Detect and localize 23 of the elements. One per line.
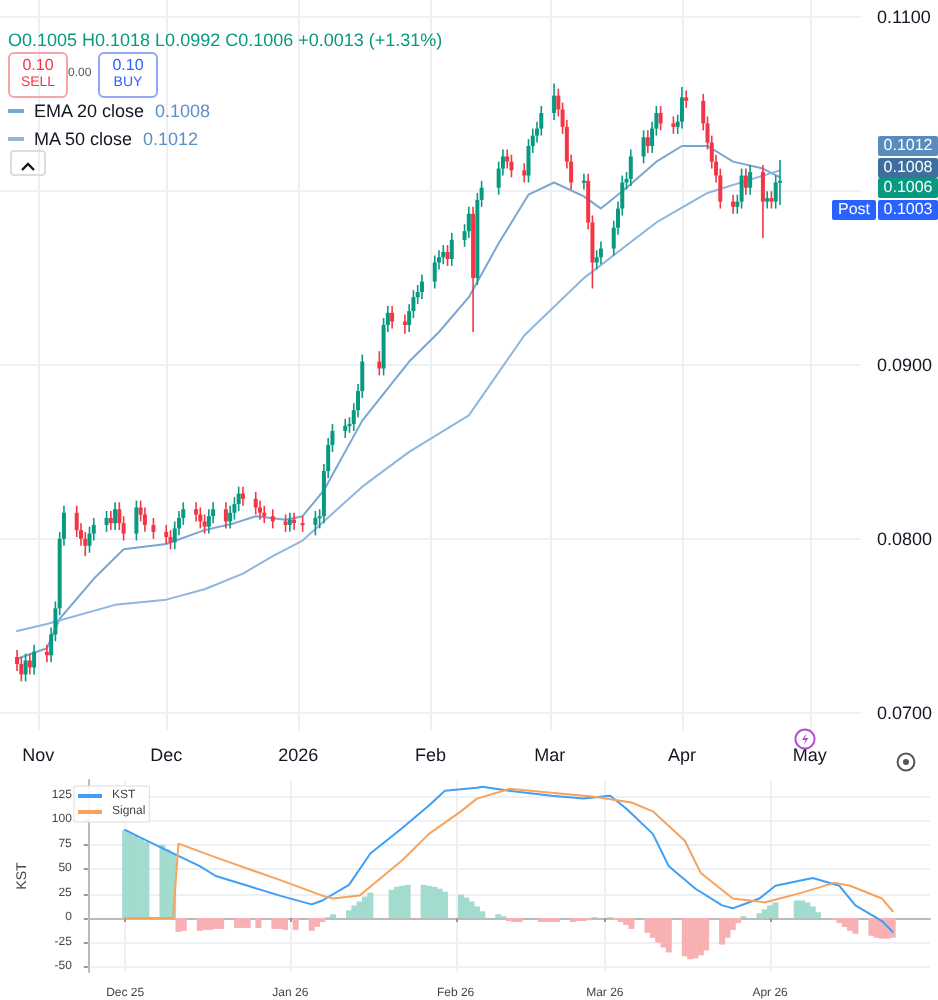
x-tick-label: 2026: [278, 745, 319, 765]
annotation: 0.10: [20, 56, 56, 74]
x-tick-label: May: [792, 745, 828, 765]
x-tick-label: Dec: [150, 745, 184, 765]
annotation: 0.1008: [155, 101, 211, 121]
text: 0.1006: [878, 178, 938, 198]
x-tick-label: Feb: [414, 745, 446, 765]
x-tick-label: Mar: [534, 745, 566, 765]
x-tick-label: Nov: [22, 745, 56, 765]
annotation: 0.1012: [143, 129, 199, 149]
y-tick-label: 0.0700: [876, 702, 933, 723]
annotation: O0.1005 H0.1018 L0.0992 C0.1006 +0.0013 (+1.31%): [8, 30, 443, 50]
legend-label: EMA 20 close: [34, 101, 145, 121]
y-tick-label: 0.0800: [876, 528, 933, 549]
annotation: 0.10: [110, 56, 146, 74]
annotation: Post: [832, 199, 876, 219]
text: 0.1008: [883, 157, 933, 175]
text: 0.1012: [883, 136, 933, 154]
legend-label: MA 50 close: [34, 129, 133, 149]
text: 0.1003: [878, 199, 938, 219]
x-tick-label: Apr: [667, 745, 696, 765]
y-tick-label: 0.1100: [876, 7, 931, 28]
y-tick-label: 0.0900: [876, 355, 933, 375]
